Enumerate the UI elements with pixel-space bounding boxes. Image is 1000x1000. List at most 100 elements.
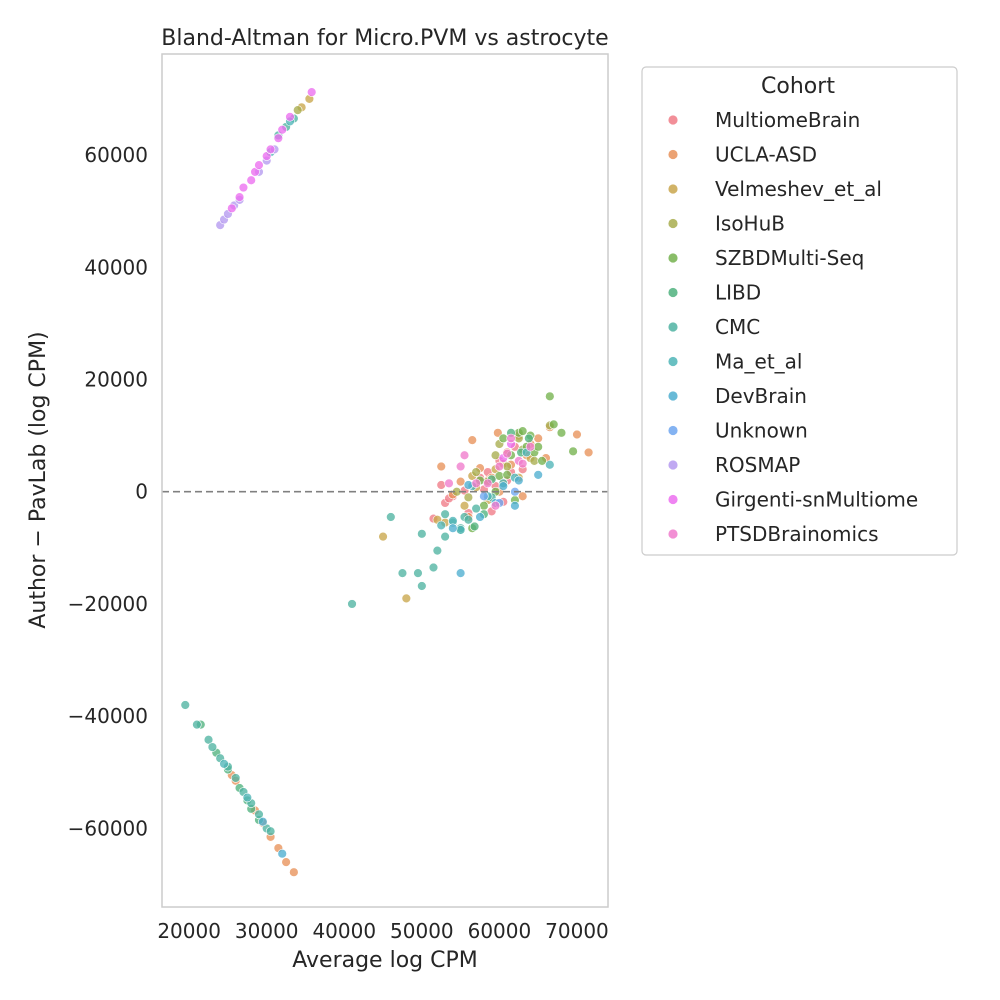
x-tick-label: 30000 <box>235 919 299 943</box>
data-point <box>417 581 427 591</box>
legend-marker <box>668 184 678 194</box>
data-point <box>378 531 388 542</box>
data-point <box>246 175 256 185</box>
y-tick-label: 0 <box>135 480 148 504</box>
data-point <box>180 700 190 710</box>
data-point <box>238 182 249 193</box>
legend-marker <box>668 115 678 125</box>
data-point <box>467 435 477 445</box>
y-axis-ticks: −60000 −40000 −20000 0 20000 40000 60000 <box>68 143 148 840</box>
data-point <box>572 429 582 440</box>
data-point <box>556 428 567 438</box>
legend-label: DevBrain <box>715 384 807 408</box>
data-point <box>475 512 485 522</box>
x-tick-label: 20000 <box>157 919 221 943</box>
x-axis-title: Average log CPM <box>292 948 477 973</box>
data-point <box>517 491 528 501</box>
data-point <box>479 491 489 501</box>
data-point <box>459 450 470 460</box>
legend-marker <box>668 287 678 298</box>
data-point <box>413 568 423 578</box>
legend-label: ROSMAP <box>715 453 800 477</box>
x-axis-ticks: 20000 30000 40000 50000 60000 70000 <box>157 919 608 943</box>
data-point <box>347 599 357 609</box>
data-point <box>230 773 241 783</box>
data-point <box>192 719 202 730</box>
legend-marker <box>668 253 678 263</box>
data-point <box>258 816 268 827</box>
data-point <box>455 525 466 535</box>
data-point <box>265 826 276 836</box>
data-point <box>459 501 470 511</box>
x-tick-label: 60000 <box>468 919 532 943</box>
legend-marker <box>668 356 678 367</box>
data-point <box>242 792 253 803</box>
data-point <box>494 461 505 472</box>
data-point <box>549 419 559 430</box>
data-point <box>436 480 446 490</box>
data-point <box>432 545 443 556</box>
legend-frame <box>641 66 958 556</box>
legend-label: CMC <box>715 315 760 339</box>
data-point <box>455 568 466 578</box>
data-point <box>471 503 481 514</box>
data-point <box>289 867 299 877</box>
y-tick-label: −60000 <box>68 816 148 840</box>
data-point <box>428 562 439 573</box>
data-point <box>397 568 408 578</box>
data-point <box>533 470 543 480</box>
data-point <box>307 87 317 97</box>
y-tick-label: 20000 <box>84 367 148 391</box>
data-point <box>293 105 303 115</box>
legend-label: IsoHuB <box>715 212 785 236</box>
y-tick-label: −40000 <box>68 704 148 728</box>
chart-title: Bland-Altman for Micro.PVM vs astrocyte <box>161 26 608 51</box>
y-axis-title: Author − PavLab (log CPM) <box>26 331 51 628</box>
y-tick-label: 60000 <box>84 143 148 167</box>
legend-label: Ma_et_al <box>715 350 802 374</box>
data-point <box>273 133 284 143</box>
data-point <box>525 442 536 452</box>
data-point <box>401 593 412 604</box>
data-point <box>440 531 450 542</box>
y-tick-label: −20000 <box>68 592 148 616</box>
legend-label: Girgenti-snMultiome <box>715 488 918 512</box>
x-tick-label: 50000 <box>390 919 454 943</box>
data-point <box>455 461 466 472</box>
data-point <box>545 460 555 470</box>
data-point <box>583 447 594 458</box>
data-point <box>506 433 516 444</box>
data-point <box>203 735 214 745</box>
data-point <box>471 467 481 477</box>
legend-marker <box>668 218 678 229</box>
data-point <box>417 529 427 539</box>
legend-label: Unknown <box>715 419 808 443</box>
data-point <box>471 478 481 489</box>
data-point <box>254 809 264 820</box>
data-point <box>281 857 291 867</box>
y-tick-label: 40000 <box>84 255 148 279</box>
legend-label: SZBDMulti-Seq <box>715 246 864 270</box>
data-point <box>483 478 493 489</box>
legend-label: Velmeshev_et_al <box>715 177 882 201</box>
legend-marker <box>668 494 678 505</box>
legend-entries: MultiomeBrain UCLA-ASD Velmeshev_et_al IsoH… <box>668 108 918 546</box>
data-point <box>463 492 474 503</box>
data-point <box>568 446 578 457</box>
data-point <box>463 515 474 525</box>
data-point <box>545 391 555 402</box>
data-point <box>455 476 466 487</box>
data-point <box>448 523 458 533</box>
x-tick-label: 40000 <box>312 919 376 943</box>
data-point <box>498 481 508 491</box>
data-point <box>386 512 396 522</box>
data-point <box>517 426 528 436</box>
legend-marker <box>668 391 678 401</box>
legend-label: LIBD <box>715 281 761 305</box>
data-point <box>444 478 454 489</box>
plot-area <box>162 54 608 907</box>
data-point <box>277 848 287 859</box>
data-point <box>285 112 295 122</box>
data-point <box>254 160 264 170</box>
